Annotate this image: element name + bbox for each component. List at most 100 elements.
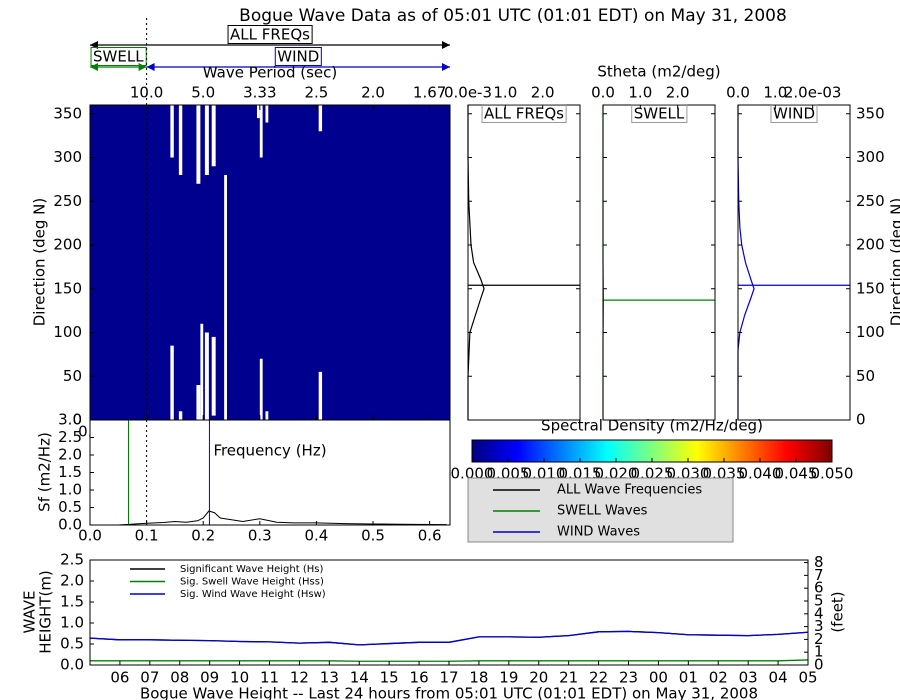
series-line: [89, 630, 809, 646]
heatmap-gap: [318, 105, 323, 132]
x-axis-label: Bogue Wave Height -- Last 24 hours from …: [140, 685, 758, 700]
x-tick-label: 18: [469, 669, 488, 687]
heatmap-gap: [170, 345, 174, 420]
y-tick-label: 100: [53, 323, 82, 341]
y-tick-label: 0.0: [58, 516, 82, 534]
y-tick-label: 2.0: [60, 572, 84, 590]
band-label: WIND: [277, 48, 319, 66]
band-label-box: [274, 47, 322, 66]
y-tick-label: 50: [856, 367, 875, 385]
band-label-box: [90, 47, 147, 66]
panel-background: [90, 420, 450, 525]
heatmap-gap: [211, 105, 216, 167]
x-tick-label: 17: [439, 669, 458, 687]
heatmap-gap: [259, 358, 263, 420]
x-tick-label: 0.4: [304, 527, 328, 545]
x-tick-label: 13: [320, 669, 339, 687]
y2-tick-label: 0: [814, 656, 824, 674]
arrow-head: [146, 63, 155, 71]
y-tick-label: 2.5: [58, 428, 82, 446]
heatmap-gap: [265, 105, 269, 123]
x2-tick-label: 2.0: [361, 84, 385, 102]
x2-tick-label: 10.0: [130, 84, 163, 102]
x-tick-label: 07: [140, 669, 159, 687]
heatmap-gap: [178, 105, 183, 175]
colorbar-tick-label: 0.045: [775, 465, 818, 483]
y2-tick-label: 8: [814, 553, 824, 571]
x-tick-label: 15: [380, 669, 399, 687]
y-tick-label: 250: [856, 192, 885, 210]
y-tick-label: 350: [53, 104, 82, 122]
x-tick-label: 01: [679, 669, 698, 687]
y-axis-label: Sf (m2/Hz): [36, 432, 54, 512]
y-tick-label: 0: [72, 411, 82, 429]
y-tick-label: 1.0: [60, 614, 84, 632]
x-tick-label: 23: [619, 669, 638, 687]
legend-label: Significant Wave Height (Hs): [180, 564, 323, 575]
x2-tick-label: 3.33: [243, 84, 276, 102]
y-axis-label: Direction (deg N): [31, 198, 49, 327]
heatmap-gap: [265, 411, 269, 420]
y-tick-label: 2.0: [58, 446, 82, 464]
legend-label: WIND Waves: [557, 525, 640, 540]
stheta-curve: [467, 105, 485, 420]
panel-background: [468, 105, 580, 420]
colorbar-title: Spectral Density (m2/Hz/deg): [541, 417, 763, 435]
heatmap-gap: [196, 105, 201, 184]
x-tick-label: 0.3: [248, 527, 272, 545]
y2-tick-label: 2: [814, 630, 824, 648]
heatmap-gap: [170, 105, 174, 158]
x-tick-label: 21: [559, 669, 578, 687]
y-tick-label: 300: [53, 148, 82, 166]
heatmap-gap: [224, 175, 227, 420]
x-tick-label: 19: [499, 669, 518, 687]
x-tick-label: 06: [110, 669, 129, 687]
y-axis-label: HEIGHT(m): [37, 570, 55, 654]
x2-tick-label: 5.0: [191, 84, 215, 102]
x2-tick-label: 2.5: [304, 84, 328, 102]
heatmap-gap: [204, 105, 209, 175]
x-tick-label: 10: [230, 669, 249, 687]
y2-tick-label: 7: [814, 566, 824, 584]
y2-tick-label: 1: [814, 643, 824, 661]
y-tick-label: 300: [856, 148, 885, 166]
x-tick-label: 16: [410, 669, 429, 687]
legend-label: SWELL Waves: [557, 504, 648, 519]
x-tick-label: 12: [290, 669, 309, 687]
y-axis-label: Direction (deg N): [888, 198, 900, 327]
spectrum-curve: [118, 510, 447, 526]
band-label: ALL FREQs: [230, 26, 310, 44]
y-tick-label: 0.5: [60, 635, 84, 653]
x-tick-label: 02: [709, 669, 728, 687]
y-tick-label: 1.5: [58, 463, 82, 481]
y-tick-label: 100: [856, 323, 885, 341]
x-tick-label: 0.5: [361, 527, 385, 545]
arrow-head: [442, 41, 450, 49]
x-tick-label: 11: [260, 669, 279, 687]
x-tick-label: 1.0: [763, 84, 787, 102]
x-tick-label: 20: [529, 669, 548, 687]
band-label: SWELL: [93, 48, 144, 66]
y2-tick-label: 3: [814, 617, 824, 635]
x-tick-label: 14: [350, 669, 369, 687]
heatmap-gap: [200, 323, 204, 420]
x-tick-label: 0.0e-3: [444, 84, 492, 102]
panel-title-box: [481, 104, 567, 123]
legend-label: Sig. Swell Wave Height (Hss): [180, 577, 324, 588]
x-axis-label: Frequency (Hz): [213, 442, 326, 460]
y2-tick-label: 5: [814, 591, 824, 609]
heatmap-background: [90, 105, 450, 420]
x-tick-label: 2.0e-03: [784, 84, 842, 102]
y-tick-label: 150: [856, 279, 885, 297]
panel-background: [603, 105, 715, 420]
y-tick-label: 3.0: [58, 411, 82, 429]
panel-background: [738, 105, 850, 420]
y-tick-label: 1.0: [58, 481, 82, 499]
panel-title-box: [631, 104, 688, 123]
x-tick-label: 0.1: [135, 527, 159, 545]
y-tick-label: 0.0: [60, 656, 84, 674]
y-tick-label: 50: [63, 367, 82, 385]
heatmap-gap: [204, 332, 209, 420]
x-tick-label: 0.2: [191, 527, 215, 545]
